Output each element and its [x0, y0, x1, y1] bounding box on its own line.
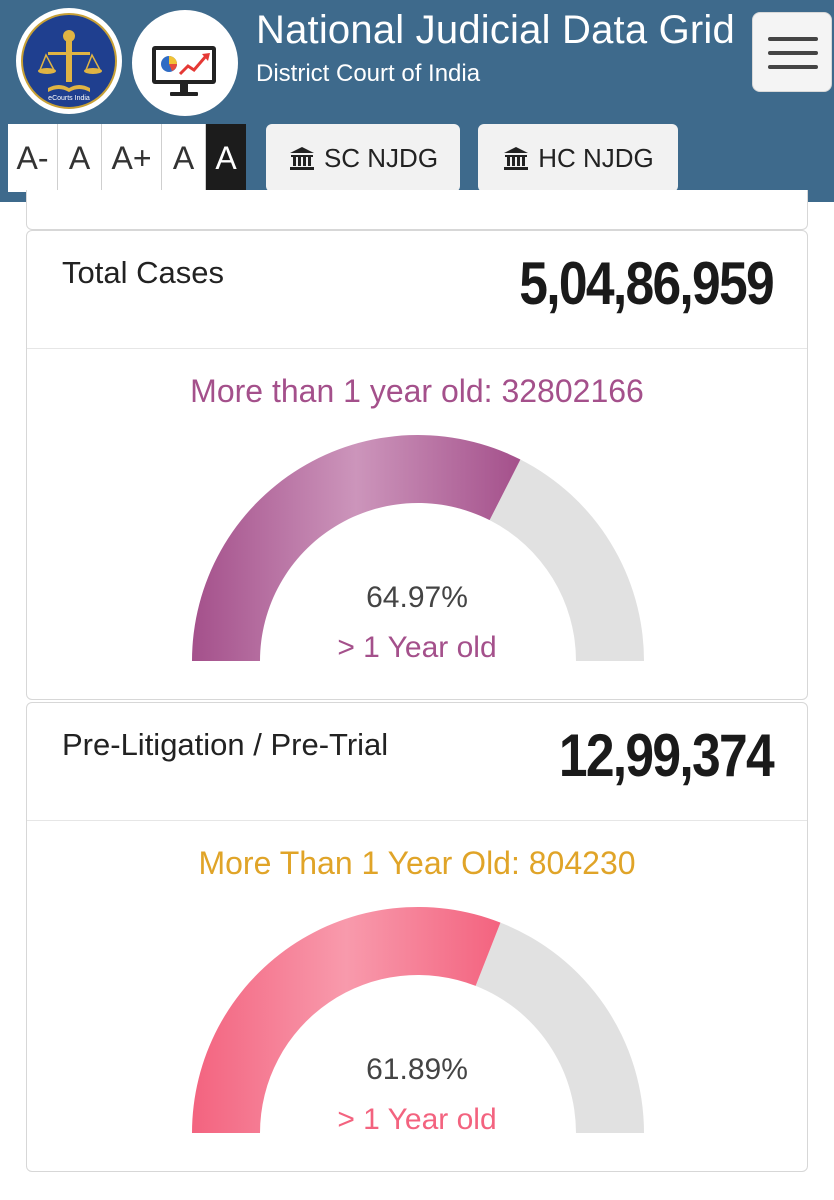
hc-njdg-label: HC NJDG	[538, 142, 654, 173]
sc-njdg-button[interactable]: SC NJDG	[266, 124, 460, 192]
case-count: 5,04,86,959	[519, 250, 774, 317]
gauge-chart	[192, 434, 644, 661]
font-normal-button[interactable]: A	[58, 124, 102, 192]
card-header: Pre-Litigation / Pre-Trial 12,99,374	[27, 703, 807, 821]
logo-caption: eCourts India	[48, 95, 90, 102]
gauge-track	[489, 459, 644, 661]
hc-njdg-button[interactable]: HC NJDG	[478, 124, 678, 192]
card-title: Total Cases	[62, 255, 224, 290]
gauge-chart	[191, 906, 644, 1133]
gauge-fill	[192, 434, 521, 661]
gauge-percent: 61.89%	[366, 1053, 468, 1086]
more-than-one-year-label: More Than 1 Year Old: 804230	[198, 845, 636, 881]
menu-icon-bar	[768, 51, 818, 55]
gauge-percent: 64.97%	[366, 581, 468, 614]
gauge-sub-label: > 1 Year old	[337, 631, 497, 664]
site-title: National Judicial Data Grid	[256, 8, 735, 52]
gauge-fill	[191, 906, 501, 1133]
font-decrease-button[interactable]: A-	[8, 124, 58, 192]
total-cases-card: Total Cases 5,04,86,959 More than 1 year…	[26, 230, 808, 700]
card-header: Total Cases 5,04,86,959	[27, 231, 807, 349]
menu-icon-bar	[768, 65, 818, 69]
font-size-controls: A- A A+ A A	[8, 124, 246, 192]
ecourts-logo[interactable]: eCourts India	[16, 8, 122, 114]
card-title: Pre-Litigation / Pre-Trial	[62, 727, 389, 762]
institution-icon	[289, 147, 314, 170]
site-subtitle: District Court of India	[256, 60, 481, 87]
analytics-monitor-icon	[152, 46, 216, 96]
case-count: 12,99,374	[558, 722, 775, 789]
njdg-logo[interactable]	[132, 10, 238, 116]
dark-theme-button[interactable]: A	[206, 124, 246, 192]
previous-card-bottom	[26, 190, 808, 230]
scales-of-justice-icon	[38, 30, 102, 92]
menu-icon-bar	[768, 37, 818, 41]
font-increase-button[interactable]: A+	[102, 124, 162, 192]
hamburger-menu-button[interactable]	[752, 12, 832, 92]
sc-njdg-label: SC NJDG	[323, 142, 439, 173]
gauge-sub-label: > 1 Year old	[337, 1103, 497, 1136]
institution-icon	[504, 147, 529, 170]
ecourts-emblem	[21, 13, 117, 109]
site-header: eCourts India National Judicial Data Gri…	[0, 0, 834, 202]
light-theme-button[interactable]: A	[162, 124, 206, 192]
pre-litigation-card: Pre-Litigation / Pre-Trial 12,99,374 Mor…	[26, 702, 808, 1172]
gauge-track	[475, 922, 644, 1133]
more-than-one-year-label: More than 1 year old: 32802166	[190, 373, 644, 409]
